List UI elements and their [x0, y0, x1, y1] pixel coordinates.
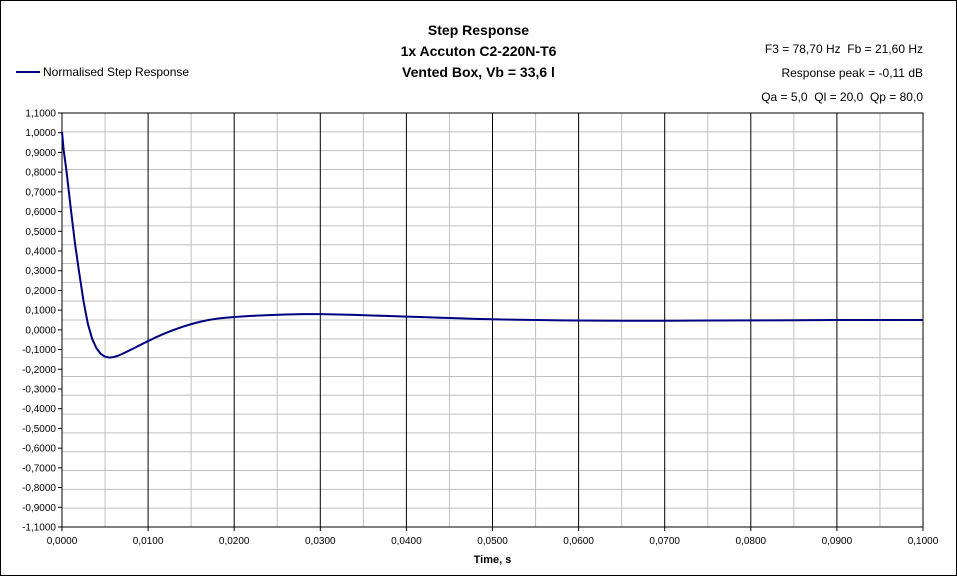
- frequency-note: F3 = 78,70 Hz Fb = 21,60 Hz: [764, 42, 923, 56]
- y-tick-label: -0,5000: [22, 424, 56, 435]
- y-tick-label: 0,7000: [25, 187, 56, 198]
- x-tick-label: 0,0800: [736, 536, 767, 547]
- y-tick-label: -0,8000: [22, 483, 56, 494]
- y-tick-label: 1,0000: [25, 128, 56, 139]
- y-tick-label: -0,4000: [22, 404, 56, 415]
- y-tick-label: 0,0000: [25, 325, 56, 336]
- y-tick-label: 0,2000: [25, 286, 56, 297]
- y-tick-label: 0,5000: [25, 227, 56, 238]
- x-tick-label: 0,0200: [219, 536, 250, 547]
- legend: Normalised Step Response: [16, 65, 189, 79]
- x-tick-label: 0,0500: [477, 536, 508, 547]
- x-tick-label: 0,0700: [649, 536, 680, 547]
- x-axis-label: Time, s: [474, 554, 512, 566]
- x-tick-label: 0,0400: [391, 536, 422, 547]
- legend-line-swatch: [16, 71, 40, 73]
- x-tick-label: 0,0600: [563, 536, 594, 547]
- y-tick-label: 0,3000: [25, 266, 56, 277]
- y-tick-label: -0,6000: [22, 444, 56, 455]
- y-tick-label: -0,7000: [22, 463, 56, 474]
- y-tick-label: 1,1000: [25, 109, 56, 120]
- chart-subtitle-driver: 1x Accuton C2-220N-T6: [400, 43, 557, 59]
- chart-title: Step Response: [427, 22, 530, 38]
- series-line-normalised-step-response: [61, 131, 923, 359]
- y-tick-label: -0,3000: [22, 385, 56, 396]
- x-tick-label: 0,0900: [822, 536, 853, 547]
- y-tick-label: 0,8000: [25, 168, 56, 179]
- x-tick-label: 0,0300: [305, 536, 336, 547]
- chart-subtitle-box: Vented Box, Vb = 33,6 l: [402, 64, 555, 80]
- y-tick-label: -1,1000: [22, 523, 56, 534]
- x-tick-label: 0,1000: [908, 536, 939, 547]
- y-tick-label: 0,1000: [25, 306, 56, 317]
- y-tick-label: 0,9000: [25, 148, 56, 159]
- legend-label: Normalised Step Response: [43, 65, 190, 79]
- x-tick-label: 0,0000: [47, 536, 78, 547]
- x-tick-label: 0,0100: [133, 536, 164, 547]
- y-tick-label: 0,6000: [25, 207, 56, 218]
- y-tick-label: -0,2000: [22, 365, 56, 376]
- response-peak-note: Response peak = -0,11 dB: [781, 66, 923, 80]
- y-tick-label: -0,1000: [22, 345, 56, 356]
- y-tick-label: 0,4000: [25, 247, 56, 258]
- q-values-note: Qa = 5,0 Ql = 20,0 Qp = 80,0: [761, 90, 923, 104]
- y-tick-label: -0,9000: [22, 503, 56, 514]
